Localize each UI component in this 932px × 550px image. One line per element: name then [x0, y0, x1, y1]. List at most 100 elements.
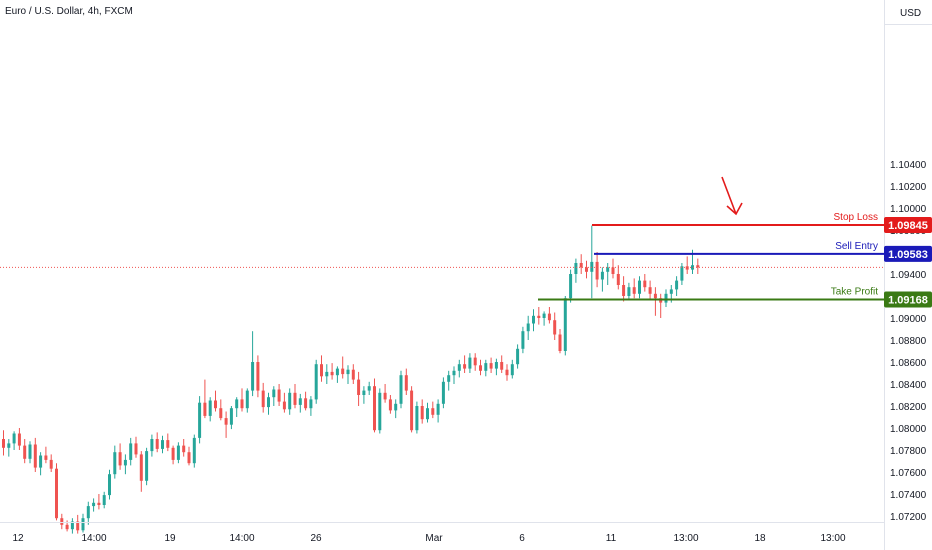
- price-tick-label: 1.08400: [890, 380, 927, 391]
- candle-body: [320, 364, 323, 377]
- candle-body: [585, 267, 588, 272]
- price-axis[interactable]: USD 1.104001.102001.100001.098001.096001…: [884, 0, 932, 550]
- candle-body: [489, 363, 493, 369]
- price-tick-label: 1.10200: [890, 182, 927, 193]
- time-tick-label: 13:00: [673, 533, 698, 544]
- candle-body: [49, 459, 53, 469]
- price-tick-label: 1.08000: [890, 424, 927, 435]
- candle-body: [182, 445, 186, 453]
- candle-body: [685, 266, 689, 270]
- candle-body: [166, 440, 170, 448]
- candle-body: [86, 506, 90, 519]
- candle-body: [92, 502, 96, 507]
- candle-body: [680, 266, 684, 281]
- candle-body: [479, 365, 482, 371]
- candle-body: [632, 287, 636, 294]
- candle-body: [394, 403, 398, 411]
- price-tick-label: 1.10400: [890, 160, 927, 171]
- candle-body: [261, 390, 265, 408]
- candle-body: [155, 439, 159, 449]
- candle-body: [643, 280, 647, 288]
- candle-body: [12, 433, 16, 444]
- candle-body: [176, 445, 180, 460]
- time-tick-label: 12: [12, 533, 24, 544]
- candle-body: [404, 375, 408, 391]
- candle-body: [399, 375, 403, 404]
- candle-body: [17, 433, 21, 446]
- candle-body: [272, 389, 276, 398]
- candle-body: [473, 357, 477, 366]
- candle-body: [7, 443, 11, 448]
- time-axis[interactable]: 12 14:00 19 14:00 26 Mar 6 11 13:00 18 13:00: [0, 522, 884, 545]
- candle-body: [277, 389, 281, 402]
- candle-body: [691, 265, 694, 270]
- candle-body: [638, 280, 641, 294]
- svg-text:1.09845: 1.09845: [888, 220, 928, 232]
- candle-body: [293, 392, 297, 405]
- candle-body: [542, 313, 546, 318]
- price-tick-label: 1.08800: [890, 336, 927, 347]
- sell-entry-label: Sell Entry: [835, 241, 878, 252]
- candle-body: [171, 447, 175, 460]
- candle-body: [208, 400, 212, 416]
- candle-body: [675, 280, 679, 290]
- candle-body: [251, 362, 255, 391]
- candle-body: [420, 406, 424, 420]
- time-tick-label: Mar: [425, 533, 443, 544]
- candle-body: [60, 518, 64, 525]
- candle-body: [39, 455, 43, 468]
- price-tick-label: 1.09000: [890, 314, 927, 325]
- candle-body: [235, 399, 239, 409]
- candle-body: [452, 370, 456, 376]
- time-tick-label: 6: [519, 533, 525, 544]
- candlestick-series: [2, 225, 700, 534]
- candle-body: [563, 298, 567, 351]
- candle-body: [611, 267, 615, 274]
- price-tick-label: 1.08600: [890, 358, 927, 369]
- candle-body: [627, 287, 631, 296]
- candle-body: [187, 452, 191, 464]
- sell-entry-price-badge: 1.09583: [884, 245, 932, 262]
- candle-body: [23, 445, 27, 459]
- candle-body: [282, 401, 286, 410]
- candle-body: [463, 364, 467, 369]
- candle-body: [500, 362, 504, 370]
- candle-body: [378, 392, 382, 431]
- time-tick-label: 26: [310, 533, 322, 544]
- candle-body: [516, 348, 520, 365]
- candle-body: [44, 455, 48, 460]
- candle-body: [553, 320, 557, 335]
- stop-loss-label: Stop Loss: [834, 212, 878, 223]
- candle-body: [595, 261, 599, 280]
- candle-body: [648, 287, 652, 294]
- take-profit-price-badge: 1.09168: [884, 291, 932, 308]
- candle-body: [267, 397, 270, 408]
- candle-body: [203, 402, 207, 416]
- time-tick-label: 11: [606, 533, 617, 544]
- symbol-title: Euro / U.S. Dollar, 4h, FXCM: [5, 6, 133, 17]
- candle-body: [335, 368, 339, 376]
- candle-body: [606, 267, 610, 272]
- candle-body: [214, 400, 217, 409]
- price-tick-label: 1.07400: [890, 490, 927, 501]
- candle-body: [426, 408, 429, 420]
- candle-body: [484, 363, 488, 371]
- price-tick-label: 1.07600: [890, 468, 927, 479]
- candle-body: [2, 439, 5, 448]
- candle-body: [367, 386, 371, 391]
- candle-body: [192, 437, 196, 464]
- candle-body: [447, 375, 451, 382]
- candle-body: [653, 293, 657, 299]
- candle-body: [410, 390, 414, 431]
- candle-body: [383, 392, 387, 400]
- stop-loss-price-badge: 1.09845: [884, 217, 932, 234]
- candle-body: [346, 369, 350, 375]
- candle-body: [388, 399, 392, 411]
- candle-body: [325, 371, 329, 377]
- candle-body: [574, 263, 578, 274]
- candle-body: [532, 315, 535, 324]
- svg-text:1.09583: 1.09583: [888, 249, 928, 261]
- candle-body: [28, 444, 32, 459]
- candle-body: [664, 293, 668, 303]
